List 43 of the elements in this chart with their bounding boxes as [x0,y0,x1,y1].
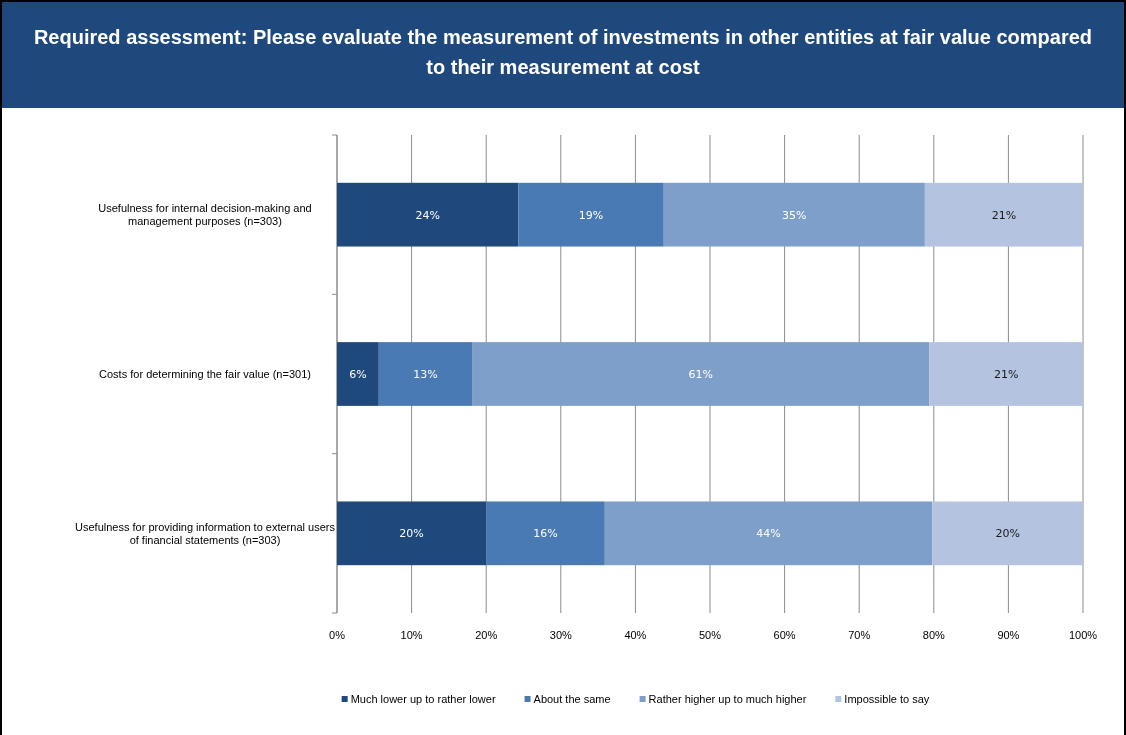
x-tick-label: 30% [549,629,573,641]
legend-label: Rather higher up to much higher [648,693,807,705]
bar [337,182,519,247]
bar [518,182,664,247]
legend-label: Much lower up to rather lower [350,693,496,705]
bar [486,501,605,566]
bar [337,501,487,566]
data-label: 44% [756,527,781,541]
data-label: 20% [995,527,1020,541]
x-tick-label: 0% [329,629,346,641]
y-tick-label: Usefulness for internal decision-making and management purposes (n=303) [98,202,312,228]
x-tick-label: 70% [848,629,871,641]
bar [378,342,473,406]
data-label: 21% [991,208,1017,222]
x-tick-label: 80% [922,629,946,641]
bar [924,182,1083,247]
x-tick-label: 90% [997,629,1020,641]
y-tick-label: Costs for determining the fair value (n=301) [99,368,311,380]
bar [929,342,1083,406]
bar [472,342,930,406]
x-tick-label: 60% [773,629,796,641]
bar [604,501,933,566]
data-label: 13% [413,368,438,381]
bar [932,501,1083,566]
data-label: 35% [782,208,807,222]
bar [337,342,379,406]
x-tick-label: 10% [400,629,423,641]
chart-title: Required assessment: Please evaluate the measurement of investments in other entities at fair value compared to their measurement at cost [33,26,1093,78]
x-tick-label: 50% [698,629,722,641]
data-label: 19% [578,208,604,222]
data-label: 16% [533,527,558,541]
x-tick-label: 20% [475,629,498,641]
data-label: 6% [349,368,367,381]
data-label: 20% [399,527,424,541]
data-label: 24% [415,208,440,222]
y-tick-label: Usefulness for providing information to external users of financial statements (n=303) [75,520,336,546]
legend-label: Impossible to say [844,693,930,705]
data-label: 21% [993,368,1019,381]
x-tick-label: 40% [624,629,647,641]
bar [663,182,925,247]
data-label: 61% [688,368,713,381]
legend-label: About the same [533,693,611,705]
x-tick-label: 100% [1068,629,1098,641]
